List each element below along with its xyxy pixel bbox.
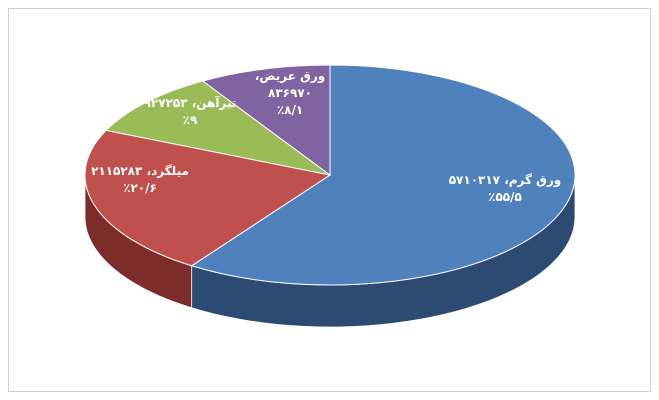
value-label: ٪۲۰/۶ xyxy=(123,181,157,195)
category-label: ورق گرم، ۵۷۱۰۳۱۷ xyxy=(448,173,562,187)
slice xyxy=(190,64,576,286)
category-label: میلگرد، ۲۱۱۵۲۸۳ xyxy=(91,164,189,178)
data-label: ورق عریض، ۸۳۶۹۷۰ ٪۸/۱ xyxy=(250,68,330,119)
category-label: ورق عریض، ۸۳۶۹۷۰ xyxy=(254,69,326,100)
slice xyxy=(84,129,332,267)
value-label: ٪۸/۱ xyxy=(276,103,304,117)
slice xyxy=(105,80,331,176)
category-label: تیرآهن، ۹۲۷۲۵۳ xyxy=(143,96,237,110)
data-label: تیرآهن، ۹۲۷۲۵۳ ٪۹ xyxy=(125,95,255,129)
data-label: میلگرد، ۲۱۱۵۲۸۳ ٪۲۰/۶ xyxy=(75,163,205,197)
slice xyxy=(201,64,331,176)
value-label: ٪۵۵/۵ xyxy=(488,190,522,204)
data-label: ورق گرم، ۵۷۱۰۳۱۷ ٪۵۵/۵ xyxy=(425,172,585,206)
value-label: ٪۹ xyxy=(182,113,198,127)
